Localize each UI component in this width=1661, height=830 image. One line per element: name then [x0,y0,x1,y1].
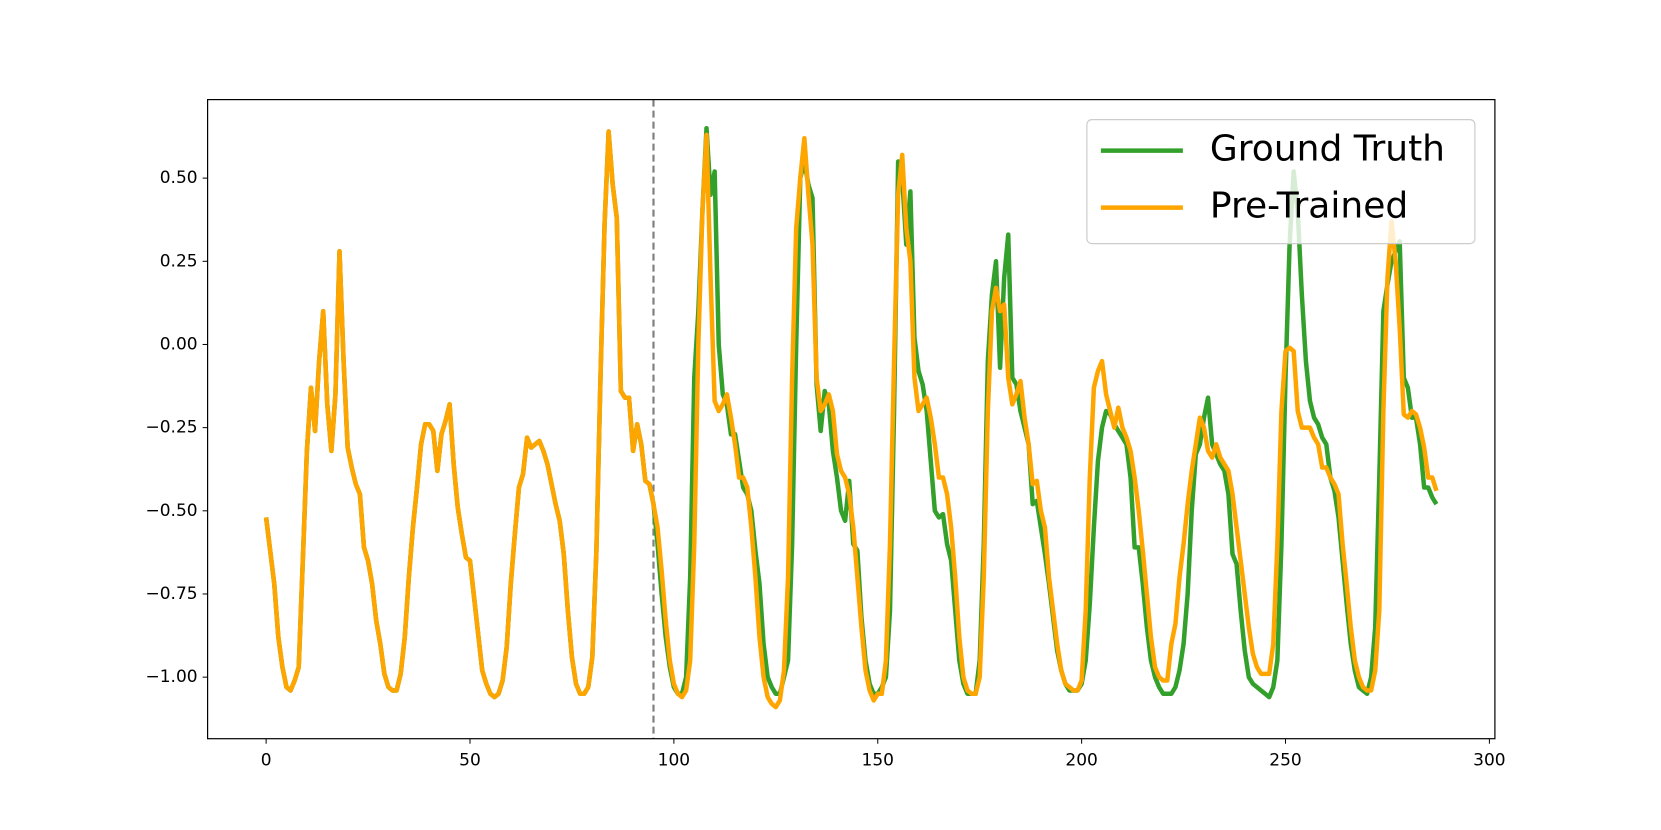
y-tick-label: 0.00 [160,334,198,354]
x-tick-label: 250 [1269,751,1301,771]
x-tick-label: 50 [459,751,481,771]
legend-box [1086,118,1476,245]
x-tick-label: 0 [261,751,272,771]
x-tick-label: 150 [862,751,894,771]
y-tick-label: −0.75 [145,584,197,604]
series-line [263,129,1439,710]
y-tick-label: −1.00 [145,667,197,687]
x-tick-label: 100 [658,751,690,771]
axes-frame [207,98,1496,740]
y-tick-label: −0.25 [145,418,197,438]
y-tick-label: 0.50 [160,168,198,188]
legend-label: Pre-Trained [1210,186,1408,227]
y-tick-label: 0.25 [160,251,198,271]
y-tick-label: −0.50 [145,501,197,521]
x-tick-label: 200 [1065,751,1097,771]
legend-label: Ground Truth [1210,129,1445,170]
x-tick-label: 300 [1473,751,1505,771]
